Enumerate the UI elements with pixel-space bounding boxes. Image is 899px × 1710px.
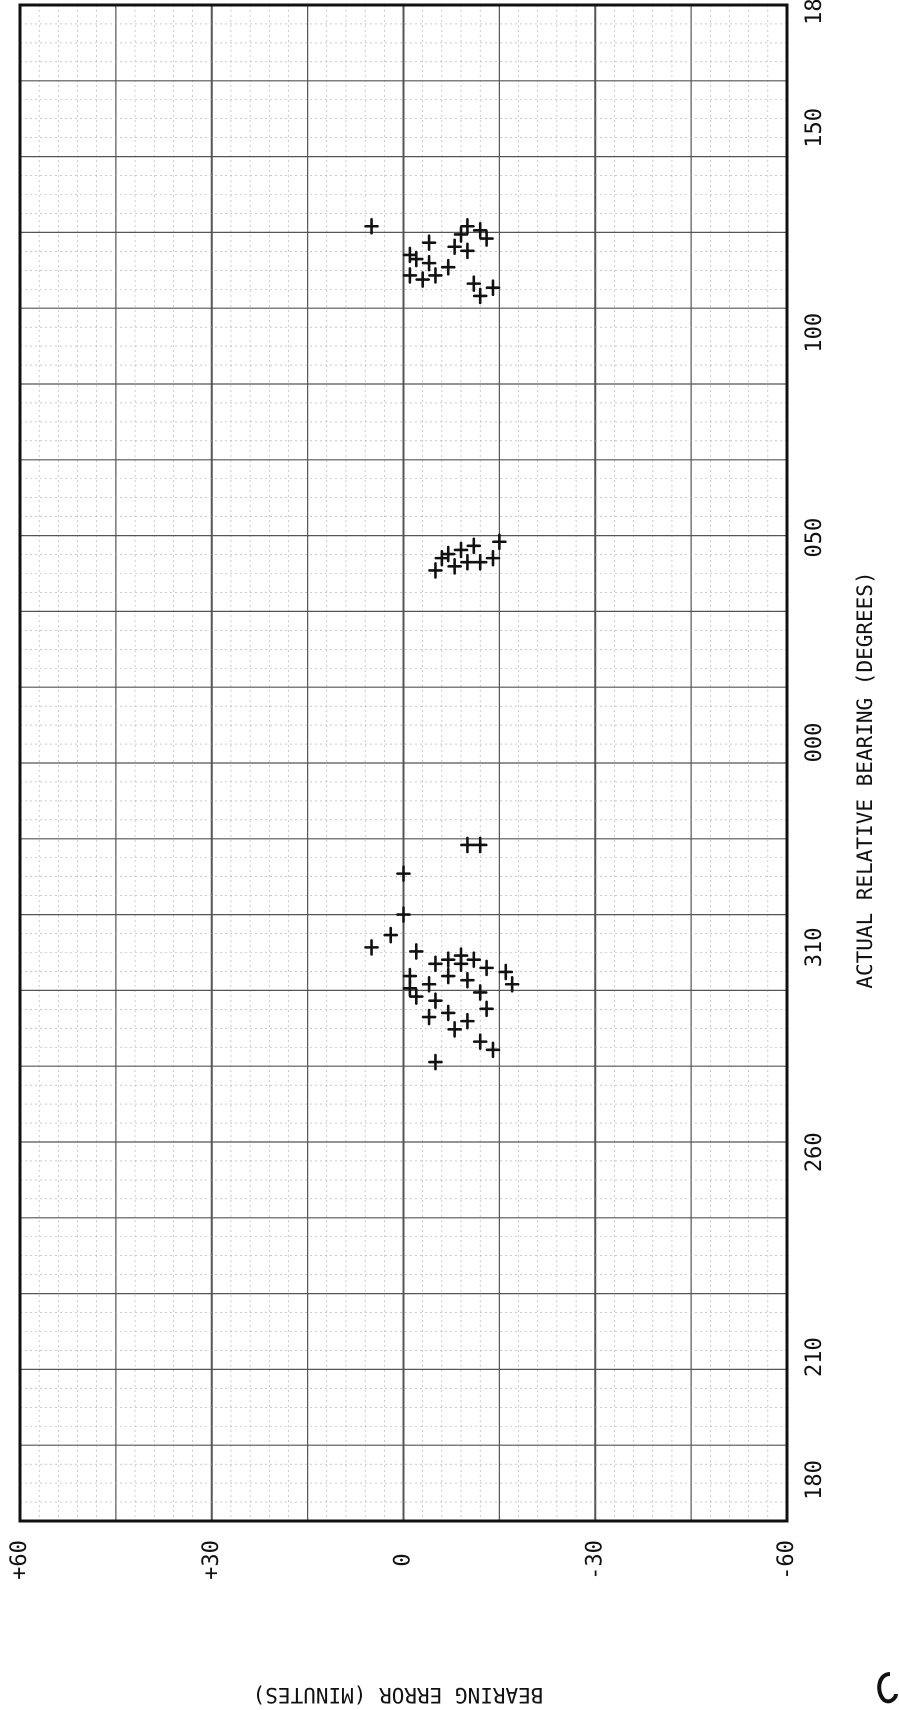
data-point [421, 234, 437, 251]
data-point [472, 553, 488, 571]
data-point [402, 967, 418, 985]
data-point [440, 258, 456, 276]
data-point [421, 254, 437, 272]
plot-frame [18, 3, 789, 1523]
data-point [460, 836, 475, 854]
x-tick-labels: 180 210 260 310 000 050 100 150 180 [802, 0, 827, 1500]
data-point [402, 246, 418, 264]
data-point [383, 926, 399, 944]
page-corner-mark [877, 1672, 898, 1704]
x-tick-label: 100 [802, 313, 827, 353]
y-tick-label: +60 [7, 1540, 32, 1580]
data-point [396, 906, 411, 923]
x-tick-label: 180 [802, 1460, 827, 1500]
data-point [428, 955, 443, 973]
data-point [466, 951, 482, 968]
data-point [453, 541, 469, 559]
data-point [440, 967, 456, 985]
y-tick-label: -30 [582, 1540, 607, 1580]
x-axis-label: ACTUAL RELATIVE BEARING (DEGREES) [853, 571, 877, 988]
data-point [485, 279, 501, 297]
data-point [466, 275, 482, 292]
data-point [440, 951, 456, 968]
data-point [447, 1021, 462, 1038]
data-point [396, 865, 411, 882]
x-tick-label: 050 [802, 518, 827, 558]
data-point [472, 1033, 488, 1050]
data-point [447, 558, 462, 575]
y-tick-labels: +60 +30 0 -30 -60 [7, 1540, 799, 1580]
data-point [460, 971, 475, 989]
data-point [453, 226, 469, 243]
data-point [440, 1004, 456, 1022]
data-point [428, 562, 443, 579]
y-tick-label: 0 [391, 1553, 416, 1566]
data-point [479, 959, 494, 977]
x-tick-label: 150 [802, 108, 827, 148]
data-point [408, 943, 424, 960]
data-point [421, 975, 437, 993]
data-point [428, 1053, 443, 1071]
data-point [415, 271, 430, 288]
data-points [364, 217, 520, 1071]
chart-grid [20, 5, 787, 1521]
data-point [364, 939, 379, 956]
data-point [460, 217, 475, 235]
y-tick-label: -60 [774, 1540, 799, 1580]
x-tick-label: 310 [802, 928, 827, 968]
data-point [472, 984, 488, 1001]
data-point [479, 1000, 494, 1018]
data-point [421, 1008, 437, 1026]
data-point [364, 217, 379, 235]
data-point [472, 836, 488, 854]
x-tick-label: 180 [802, 0, 827, 25]
data-point [472, 222, 488, 239]
x-tick-label: 210 [802, 1337, 827, 1377]
x-tick-label: 260 [802, 1132, 827, 1172]
data-point [492, 533, 507, 551]
data-point [428, 267, 443, 284]
x-tick-label: 000 [802, 723, 827, 763]
data-point [504, 975, 520, 993]
data-point [447, 238, 462, 256]
data-point [472, 287, 488, 305]
y-tick-label: +30 [199, 1540, 224, 1580]
data-point [460, 553, 475, 571]
data-point [479, 230, 494, 247]
data-point [460, 242, 475, 260]
data-point [408, 988, 424, 1005]
data-point [485, 1041, 501, 1059]
data-point [498, 963, 514, 981]
data-point [466, 537, 482, 555]
data-point [428, 992, 443, 1009]
data-point [402, 267, 418, 284]
data-point [460, 1012, 475, 1030]
data-point [485, 549, 501, 567]
y-axis-label: BEARING ERROR (MINUTES) [253, 1683, 544, 1707]
data-point [453, 947, 469, 964]
data-point [440, 545, 456, 563]
